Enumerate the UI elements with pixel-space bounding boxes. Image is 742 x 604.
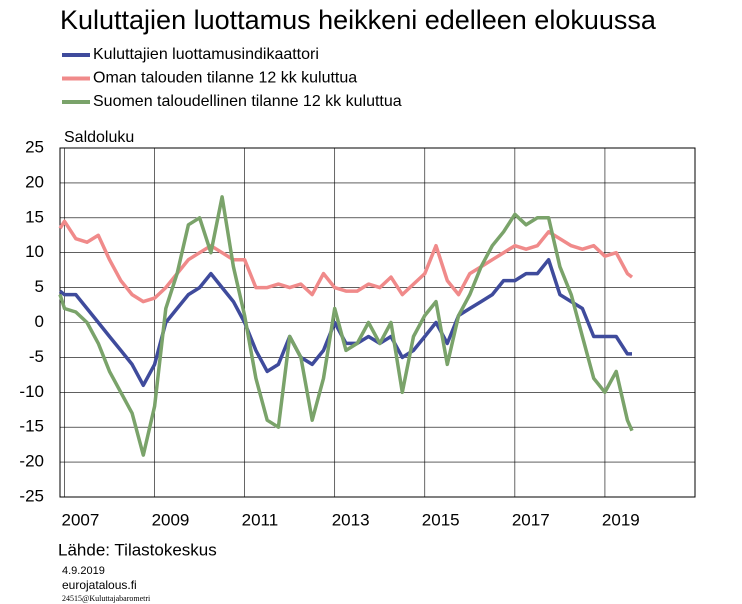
y-tick-label: 0 [35, 312, 44, 331]
series-line [58, 195, 634, 457]
legend-label: Oman talouden tilanne 12 kk kuluttua [93, 70, 357, 87]
y-tick-label: -15 [19, 417, 44, 436]
y-tick-label: 25 [25, 137, 44, 156]
code: 24515@Kuluttajabarometri [62, 594, 151, 603]
y-tick-label: -10 [19, 382, 44, 401]
y-tick-label: 15 [25, 207, 44, 226]
legend-label: Kuluttajien luottamusindikaattori [93, 46, 319, 63]
y-axis-label: Saldoluku [64, 129, 134, 146]
x-tick-label: 2015 [422, 510, 460, 529]
site: eurojatalous.fi [62, 578, 137, 592]
x-tick-label: 2013 [332, 510, 370, 529]
y-tick-label: -5 [29, 347, 44, 366]
plot-frame [59, 147, 696, 498]
y-tick-label: -20 [19, 452, 44, 471]
y-tick-label: -25 [19, 486, 44, 505]
date: 4.9.2019 [62, 565, 105, 577]
y-tick-label: 20 [25, 172, 44, 191]
x-tick-label: 2009 [152, 510, 190, 529]
x-tick-label: 2011 [242, 510, 279, 529]
source: Lähde: Tilastokeskus [58, 540, 217, 559]
series-line [58, 257, 632, 388]
legend-label: Suomen taloudellinen tilanne 12 kk kulut… [93, 93, 402, 110]
x-tick-label: 2019 [602, 510, 640, 529]
y-tick-label: 10 [25, 242, 44, 261]
series-line [58, 219, 634, 304]
x-tick-label: 2017 [512, 510, 550, 529]
x-tick-label: 2007 [62, 510, 100, 529]
chart-title: Kuluttajien luottamus heikkeni edelleen … [60, 5, 657, 35]
y-tick-label: 5 [35, 277, 44, 296]
